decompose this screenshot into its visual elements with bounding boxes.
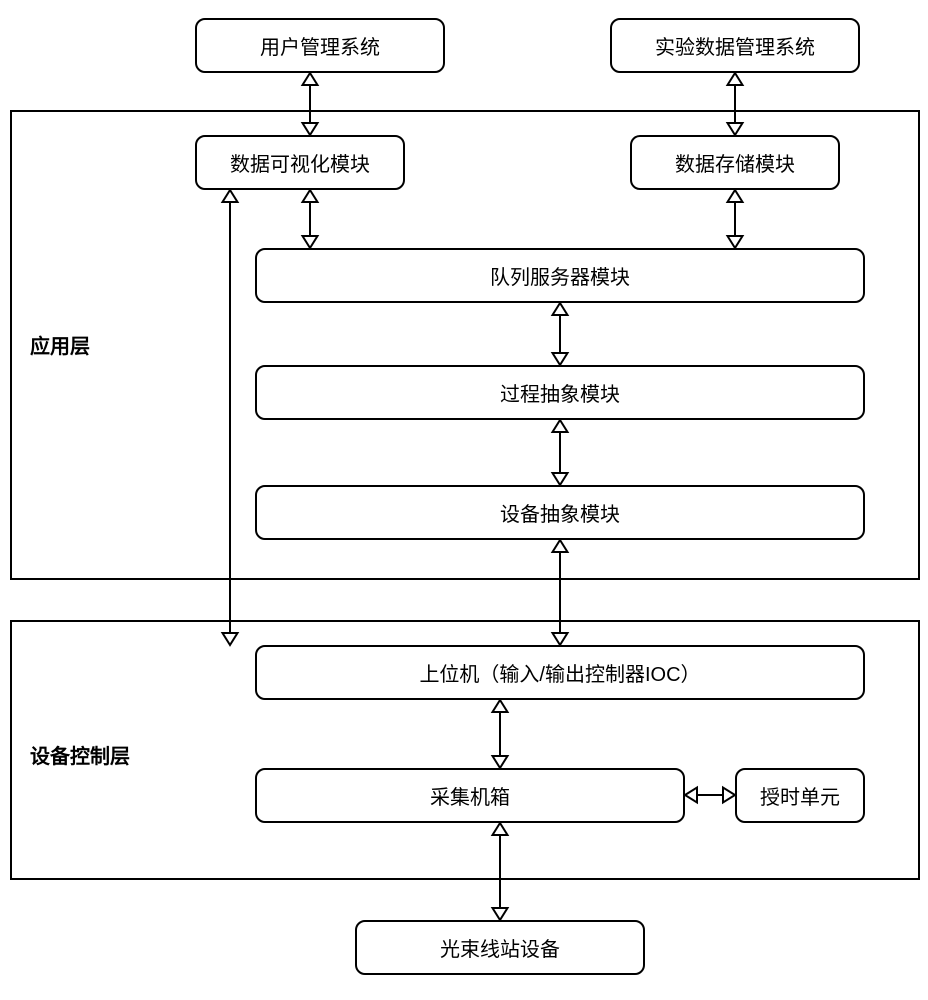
node-acq_chassis: 采集机箱: [255, 768, 685, 823]
node-label: 设备抽象模块: [500, 498, 620, 527]
node-timing_unit: 授时单元: [735, 768, 865, 823]
arrow-acq_chassis-beamline: [488, 823, 512, 920]
node-label: 授时单元: [760, 781, 840, 810]
node-beamline: 光束线站设备: [355, 920, 645, 975]
layer-label-device: 设备控制层: [30, 740, 130, 769]
node-label: 数据可视化模块: [230, 148, 370, 177]
node-label: 用户管理系统: [260, 31, 380, 60]
arrow-data_vis-host_ioc: [218, 190, 242, 645]
arrow-data_store-queue_server: [723, 190, 747, 248]
node-data_store: 数据存储模块: [630, 135, 840, 190]
node-label: 实验数据管理系统: [655, 31, 815, 60]
arrow-queue_server-process_abs: [548, 303, 572, 365]
node-exp_data_mgmt: 实验数据管理系统: [610, 18, 860, 73]
node-user_mgmt: 用户管理系统: [195, 18, 445, 73]
node-process_abs: 过程抽象模块: [255, 365, 865, 420]
node-device_abs: 设备抽象模块: [255, 485, 865, 540]
arrow-host_ioc-acq_chassis: [488, 700, 512, 768]
arrow-process_abs-device_abs: [548, 420, 572, 485]
node-label: 光束线站设备: [440, 933, 560, 962]
layer-label-app: 应用层: [30, 330, 90, 359]
node-label: 采集机箱: [430, 781, 510, 810]
node-label: 数据存储模块: [675, 148, 795, 177]
node-host_ioc: 上位机（输入/输出控制器IOC）: [255, 645, 865, 700]
arrow-acq_chassis-timing_unit: [685, 783, 735, 807]
arrow-device_abs-host_ioc: [548, 540, 572, 645]
node-label: 队列服务器模块: [490, 261, 630, 290]
arrow-data_vis-queue_server: [298, 190, 322, 248]
arrow-user_mgmt-data_vis: [298, 73, 322, 135]
arrow-exp_data_mgmt-data_store: [723, 73, 747, 135]
node-label: 过程抽象模块: [500, 378, 620, 407]
node-label: 上位机（输入/输出控制器IOC）: [419, 658, 700, 687]
node-queue_server: 队列服务器模块: [255, 248, 865, 303]
node-data_vis: 数据可视化模块: [195, 135, 405, 190]
